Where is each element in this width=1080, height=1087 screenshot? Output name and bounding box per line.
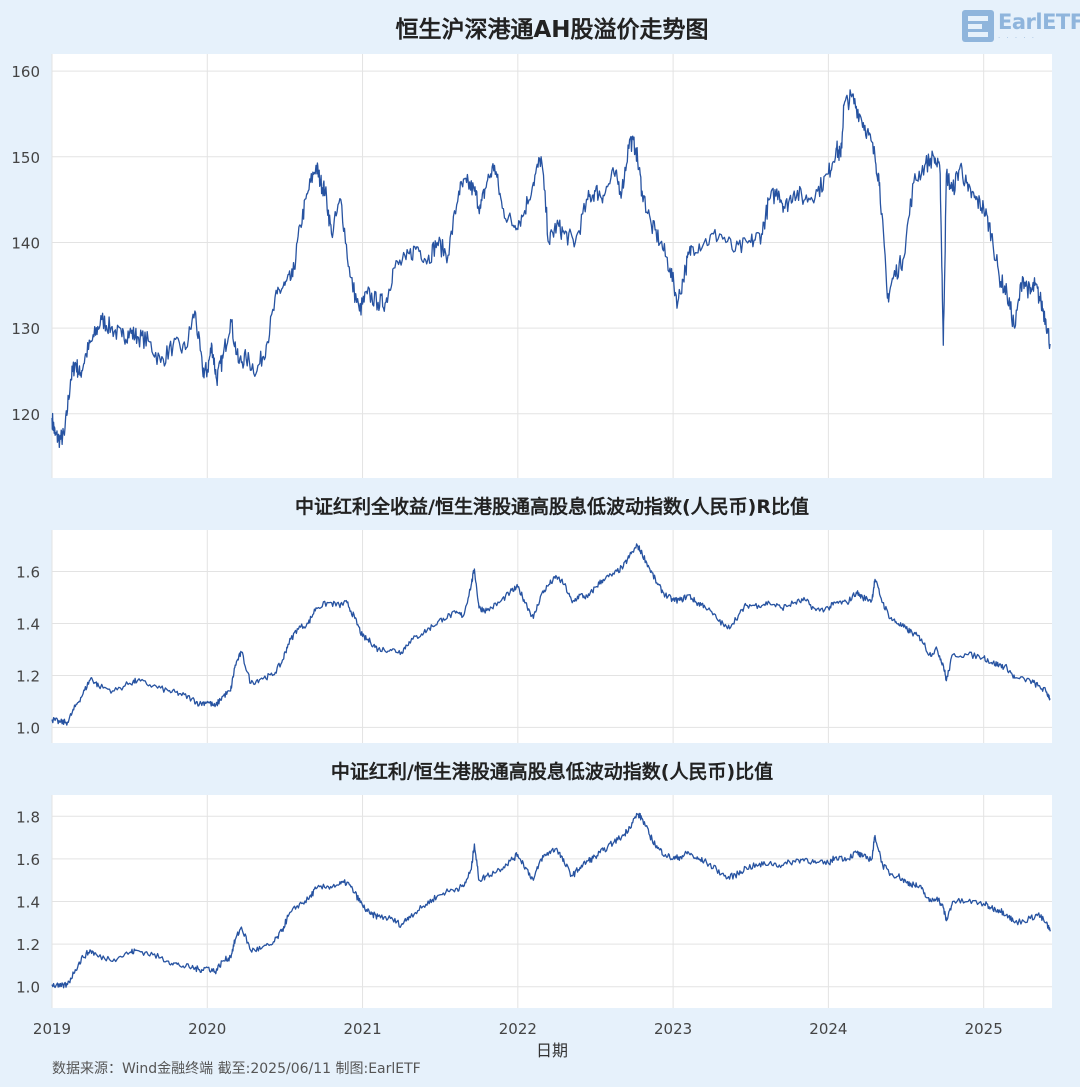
y-tick-label: 1.6 bbox=[16, 851, 40, 869]
panel-3-title: 中证红利/恒生港股通高股息低波动指数(人民币)比值 bbox=[331, 760, 773, 783]
series-line-1 bbox=[51, 89, 1051, 449]
y-tick-label: 150 bbox=[11, 149, 40, 167]
plot-panels: 120 130 140 150 160 1.0 1.2 1.4 1.6 1.0 1.2 1.4 1.6 1… bbox=[11, 54, 1052, 1038]
x-tick-label: 2022 bbox=[499, 1020, 537, 1038]
x-tick-label: 2024 bbox=[809, 1020, 847, 1038]
logo-text: EarlETF bbox=[998, 10, 1080, 34]
y-tick-label: 1.2 bbox=[16, 936, 40, 954]
panel-2-title: 中证红利全收益/恒生港股通高股息低波动指数(人民币)R比值 bbox=[295, 495, 809, 518]
logo-icon bbox=[962, 10, 994, 42]
y-tick-label: 160 bbox=[11, 63, 40, 81]
x-tick-label: 2020 bbox=[188, 1020, 226, 1038]
plot-area-2 bbox=[52, 530, 1052, 743]
y-tick-label: 1.0 bbox=[16, 719, 40, 737]
y-tick-label: 1.2 bbox=[16, 667, 40, 685]
y-tick-label: 130 bbox=[11, 320, 40, 338]
chart-title: 恒生沪深港通AH股溢价走势图 bbox=[395, 16, 708, 43]
y-tick-label: 140 bbox=[11, 234, 40, 252]
y-tick-label: 1.4 bbox=[16, 616, 40, 634]
footer-source: 数据来源：Wind金融终端 截至:2025/06/11 制图:EarlETF bbox=[52, 1061, 421, 1077]
series-line-2 bbox=[51, 543, 1051, 726]
x-axis-label: 日期 bbox=[536, 1041, 568, 1060]
earletf-logo: EarlETF · · · · · bbox=[962, 10, 1080, 44]
y-tick-label: 1.8 bbox=[16, 808, 40, 826]
x-tick-label: 2019 bbox=[33, 1020, 71, 1038]
y-tick-label: 120 bbox=[11, 406, 40, 424]
series-line-3 bbox=[51, 812, 1051, 989]
x-tick-label: 2025 bbox=[965, 1020, 1003, 1038]
x-tick-label: 2023 bbox=[654, 1020, 692, 1038]
y-tick-label: 1.6 bbox=[16, 564, 40, 582]
y-tick-label: 1.0 bbox=[16, 979, 40, 997]
y-tick-label: 1.4 bbox=[16, 894, 40, 912]
logo-subtext: · · · · · bbox=[998, 34, 1037, 42]
x-tick-label: 2021 bbox=[343, 1020, 381, 1038]
